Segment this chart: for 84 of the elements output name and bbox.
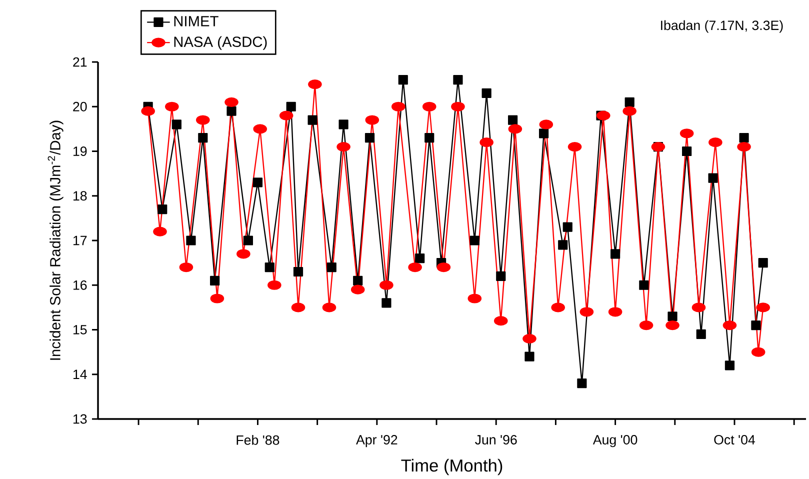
- y-tick-label: 21: [73, 57, 87, 67]
- point: [651, 142, 666, 152]
- point: [308, 80, 322, 90]
- y-tick-label: 16: [73, 280, 87, 290]
- point: [482, 88, 492, 98]
- point: [558, 240, 568, 250]
- point: [408, 262, 422, 272]
- point: [398, 75, 408, 85]
- point: [708, 173, 718, 183]
- point: [751, 320, 761, 330]
- point: [158, 204, 168, 214]
- point: [682, 146, 692, 156]
- point: [165, 102, 179, 112]
- point: [758, 258, 768, 268]
- point: [179, 262, 194, 272]
- x-tick-label: Oct '04: [714, 435, 756, 444]
- point: [756, 302, 770, 312]
- point: [172, 120, 182, 130]
- point: [610, 249, 620, 259]
- point: [453, 75, 463, 85]
- point: [666, 320, 680, 330]
- y-tick-label: 20: [73, 102, 87, 112]
- point: [739, 133, 749, 143]
- x-tick-label: Jun '96: [475, 435, 517, 444]
- point: [522, 334, 536, 344]
- point: [236, 249, 250, 259]
- point: [639, 320, 654, 330]
- point: [243, 236, 253, 246]
- y-axis-title: Incident Solar Radiation (MJm$^{-2}$/Day): [48, 120, 64, 360]
- point: [496, 271, 506, 281]
- text: Ibadan (7.17N, 3.3E): [661, 20, 783, 33]
- point: [424, 133, 434, 143]
- x-axis-title: Time (Month): [401, 458, 502, 476]
- y-tick-label: 18: [73, 191, 87, 201]
- point: [639, 280, 649, 290]
- point: [436, 262, 451, 272]
- legend-label: NASA (ASDC): [174, 36, 267, 50]
- point: [568, 142, 582, 152]
- point: [724, 360, 735, 370]
- y-tick-label: 14: [73, 370, 87, 379]
- point: [293, 266, 304, 277]
- point: [415, 254, 425, 264]
- point: [286, 102, 296, 112]
- point: [210, 276, 220, 286]
- point: [308, 115, 318, 125]
- point: [708, 138, 722, 148]
- y-tick-label: 13: [73, 414, 87, 424]
- point: [198, 133, 208, 143]
- point: [153, 226, 167, 236]
- point: [562, 222, 572, 232]
- legend-label: NIMET: [174, 16, 218, 26]
- point: [722, 320, 737, 330]
- point: [382, 298, 392, 308]
- point: [364, 133, 375, 143]
- y-tick-label: 17: [73, 236, 87, 246]
- point: [524, 352, 534, 362]
- point: [264, 262, 274, 272]
- point: [668, 312, 678, 322]
- point: [508, 115, 518, 125]
- x-tick-label: Apr '92: [356, 435, 398, 448]
- point: [451, 102, 465, 112]
- point: [353, 276, 363, 286]
- point: [268, 280, 282, 290]
- point: [380, 280, 394, 290]
- point: [737, 142, 751, 152]
- y-tick-label: 19: [73, 146, 87, 156]
- point: [141, 106, 155, 116]
- point: [326, 262, 336, 272]
- point: [252, 178, 263, 188]
- point: [551, 302, 565, 312]
- point: [338, 120, 348, 130]
- point: [577, 378, 587, 388]
- point: [624, 97, 634, 107]
- point: [696, 329, 706, 340]
- point: [224, 97, 238, 107]
- x-tick-label: Aug '00: [592, 435, 638, 448]
- point: [186, 236, 196, 246]
- y-tick-label: 15: [73, 325, 87, 334]
- point: [480, 138, 494, 148]
- point: [226, 106, 236, 116]
- x-tick-label: Feb '88: [236, 435, 280, 445]
- point: [470, 236, 480, 246]
- point: [336, 142, 350, 152]
- point: [538, 128, 549, 138]
